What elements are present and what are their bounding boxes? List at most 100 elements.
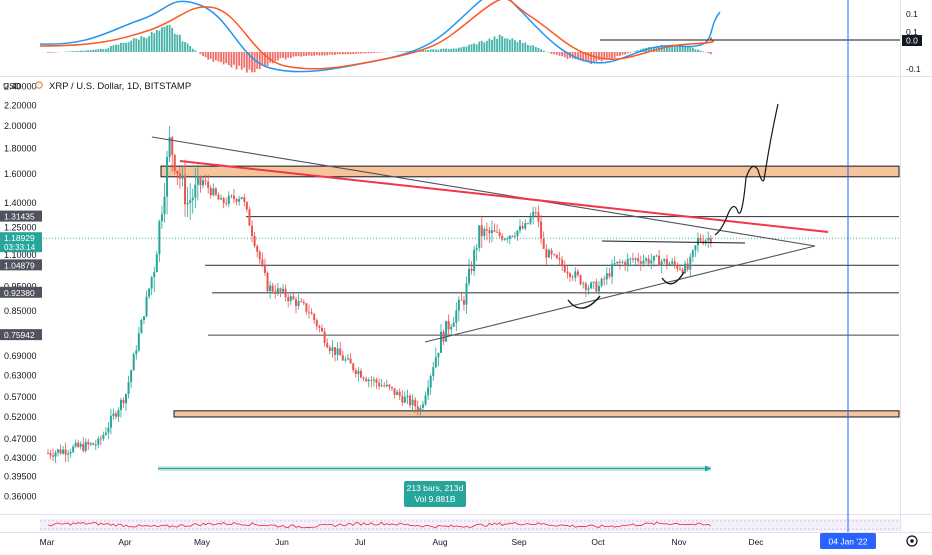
macd-hist-bar [358,52,360,54]
candle-body [292,296,294,299]
candle-body [577,271,579,275]
candle-body [574,271,576,277]
candle-body [248,209,250,225]
macd-hist-bar [246,52,248,73]
candle-body [488,230,490,233]
candle-body [632,259,634,260]
candle-body [228,196,230,204]
macd-hist-bar [300,52,302,57]
macd-hist-bar [50,52,52,53]
macd-hist-bar [254,52,256,72]
candle-body [360,371,362,378]
macd-hist-bar [215,52,217,60]
candle-body [606,273,608,279]
macd-hist-bar [489,39,491,52]
volatility-pane [40,519,900,531]
time-tick-label: Jul [355,537,366,547]
macd-hist-bar [189,46,191,52]
macd-hist-bar [440,49,442,52]
candle-body [635,258,637,259]
candle-body [687,264,689,270]
candle-body [225,203,227,204]
candle-body [267,273,269,291]
macd-hist-bar [522,43,524,52]
macd-hist-bar [319,52,321,56]
candle-body [316,320,318,326]
macd-hist-bar [241,52,243,70]
candle-body [189,200,191,203]
candle-body [642,261,644,264]
candle-body [381,385,383,386]
price-badge-label: 1.18929 [4,233,35,243]
candle-body [95,445,97,446]
price-tick-label: 0.85000 [4,306,37,316]
macd-hist-bar [373,52,375,53]
candle-body [97,439,99,445]
chart-title: XRP / U.S. Dollar, 1D, BITSTAMP [49,81,191,92]
macd-hist-bar [509,40,511,52]
macd-pane[interactable] [40,0,900,73]
candle-body [251,226,253,236]
candle-body [357,371,359,374]
macd-hist-bar [92,50,94,52]
candle-body [287,297,289,301]
candle-body [272,286,274,292]
candle-body [223,198,225,203]
candle-body [483,229,485,236]
macd-hist-bar [158,31,160,52]
candle-body [146,297,148,317]
macd-hist-bar [102,49,104,52]
candle-body [350,358,352,363]
macd-hist-bar [553,52,555,54]
candle-body [580,275,582,284]
gear-icon[interactable] [907,536,917,546]
candle-body [342,355,344,360]
macd-hist-bar [334,52,336,55]
candle-body [676,265,678,269]
macd-hist-bar [200,52,202,54]
macd-hist-bar [113,45,115,52]
candle-body [692,250,694,257]
candle-body [663,259,665,261]
macd-hist-bar [75,51,77,52]
candle-body [473,250,475,271]
macd-hist-bar [194,50,196,52]
macd-hist-bar [468,45,470,52]
macd-hist-bar [710,52,712,54]
macd-hist-bar [564,52,566,57]
cursor-date-label: 04 Jan '22 [829,537,868,547]
candle-body [645,259,647,261]
candle-body [519,226,521,231]
candle-body [60,449,62,453]
candle-body [684,264,686,273]
candle-body [363,378,365,379]
macd-hist-bar [535,47,537,52]
candle-body [406,396,408,397]
candle-body [138,333,140,350]
candle-body [553,254,555,255]
macd-hist-bar [269,52,271,63]
macd-hist-bar [82,51,84,52]
signal-line [40,0,713,69]
candle-body [590,283,592,288]
candle-body [622,262,624,263]
candle-body [156,254,158,272]
candle-body [115,414,117,417]
candle-body [430,376,432,388]
price-tick-label: 0.57000 [4,392,37,402]
macd-hist-bar [378,52,380,53]
macd-hist-bar [174,34,176,52]
macd-hist-bar [540,49,542,52]
price-tick-label: 2.20000 [4,100,37,110]
candle-body [650,261,652,264]
macd-hist-bar [287,52,289,58]
time-tick-label: Apr [118,537,131,547]
macd-hist-bar [243,52,245,68]
candle-body [399,392,401,396]
time-tick-label: Dec [748,537,764,547]
candle-body [494,230,496,231]
candle-body [559,258,561,260]
macd-hist-bar [432,49,434,52]
